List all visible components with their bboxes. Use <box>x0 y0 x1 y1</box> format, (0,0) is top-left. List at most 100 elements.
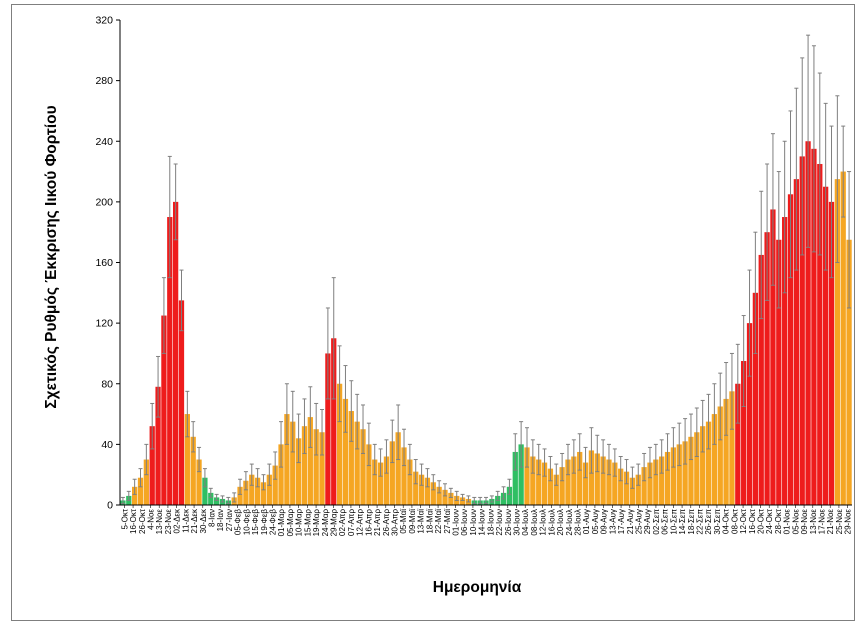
bar <box>834 179 840 505</box>
bar <box>787 194 794 505</box>
bar <box>377 462 384 505</box>
x-tick-labels: 5-Οκτ 16-Οκτ 26-Οκτ 4-Νοε 13-Νοε 23-Νοε 02-Δεκ… <box>120 508 852 536</box>
bar <box>600 456 606 505</box>
bar <box>629 477 636 505</box>
bar <box>606 459 612 505</box>
x-tick-label: 11-Δεκ <box>181 508 190 533</box>
bar <box>817 163 823 505</box>
bar <box>155 386 161 505</box>
bar <box>254 477 261 505</box>
bar <box>360 429 366 505</box>
bar <box>213 497 220 505</box>
x-tick-label: 25-Αυγ <box>635 509 644 534</box>
bar <box>325 353 331 505</box>
bar <box>530 456 536 505</box>
bar <box>506 486 513 505</box>
bar <box>741 361 747 505</box>
y-tick-label: 120 <box>95 318 113 330</box>
bar <box>202 477 208 505</box>
bar <box>682 441 688 505</box>
x-tick-label: 29-Μαρ <box>330 509 339 537</box>
bar <box>143 459 149 505</box>
x-tick-label: 12-Ιουλ <box>539 509 548 536</box>
x-tick-label: 30-Ιουν <box>513 509 522 536</box>
error-bars-group <box>120 34 852 504</box>
x-tick-label: 22-Ιουν <box>495 509 504 536</box>
bar <box>413 471 419 505</box>
bar <box>319 432 325 505</box>
bars-group <box>120 141 852 505</box>
bar <box>717 406 723 505</box>
bar <box>196 459 202 505</box>
bar <box>132 486 138 505</box>
x-tick-label: 5-Οκτ <box>120 508 129 529</box>
x-tick-label: 14-Ιουν <box>478 509 487 536</box>
bar <box>407 459 413 505</box>
bar <box>512 451 518 505</box>
x-tick-label: 26-Οκτ <box>138 508 147 534</box>
axes-group <box>116 19 852 508</box>
bar <box>588 450 595 505</box>
bar <box>442 489 448 505</box>
bar <box>559 467 565 505</box>
bar <box>770 209 776 505</box>
x-tick-label: 13-Μαϊ <box>417 509 426 534</box>
bar <box>313 429 319 505</box>
x-tick-label: 24-Ιουλ <box>565 509 574 536</box>
bar <box>424 477 431 505</box>
x-tick-label: 05-Μαϊ <box>399 509 408 534</box>
bar <box>746 323 753 505</box>
bar <box>366 444 372 505</box>
x-tick-label: 29-Νοε <box>844 509 853 535</box>
bar <box>811 148 817 505</box>
bar <box>764 232 770 505</box>
x-tick-label: 05-Φεβ <box>234 509 243 536</box>
x-tick-label: 21-Δεκ <box>190 508 199 533</box>
bar <box>840 171 846 505</box>
bar <box>167 217 173 505</box>
x-tick-label: 02-Σεπ <box>652 509 661 535</box>
chart-frame: 0 40 80 120 160 200 240 280 320 5-Οκτ 16-Οκτ 26-Οκ… <box>11 4 855 621</box>
x-tick-label: 12-Απρ <box>356 509 365 536</box>
bar <box>659 456 665 505</box>
bar <box>758 254 764 505</box>
bar <box>272 465 278 505</box>
bar <box>664 451 671 505</box>
x-tick-label: 26-Απρ <box>382 509 391 536</box>
bar <box>553 474 559 505</box>
bar <box>694 432 700 505</box>
x-tick-label: 02-Απρ <box>338 509 347 536</box>
bar <box>688 436 694 505</box>
x-tick-label: 24-Οκτ <box>765 508 774 534</box>
bar <box>782 217 788 505</box>
bar <box>301 426 308 505</box>
bar <box>846 239 852 505</box>
x-tick-label: 25-Νοε <box>835 509 844 535</box>
y-tick-label: 240 <box>95 136 113 148</box>
bar <box>618 468 624 505</box>
bar <box>735 383 741 505</box>
bar <box>295 438 302 505</box>
bar <box>524 447 530 505</box>
x-tick-label: 27-Ιαν <box>225 509 234 531</box>
x-tick-label: 05-Νοε <box>791 509 800 535</box>
x-tick-label: 14-Σεπ <box>678 509 687 535</box>
x-tick-label: 30-Απρ <box>391 509 400 536</box>
bar <box>612 462 618 505</box>
bar <box>249 474 255 505</box>
x-tick-label: 04-Ιουλ <box>521 509 530 536</box>
bar <box>284 414 290 505</box>
x-tick-label: 01-Μαρ <box>277 509 286 537</box>
bar <box>623 471 630 505</box>
x-tick-label: 28-Ιουλ <box>574 509 583 536</box>
bar <box>418 474 425 505</box>
bar <box>401 447 407 505</box>
bar <box>172 201 179 505</box>
bar <box>307 417 313 505</box>
x-tick-label: 16-Οκτ <box>748 508 757 534</box>
bar <box>266 474 272 505</box>
x-axis-label: Ημερομηνία <box>433 579 522 596</box>
y-tick-label: 40 <box>101 439 113 451</box>
x-tick-label: 10-Μαρ <box>295 509 304 537</box>
